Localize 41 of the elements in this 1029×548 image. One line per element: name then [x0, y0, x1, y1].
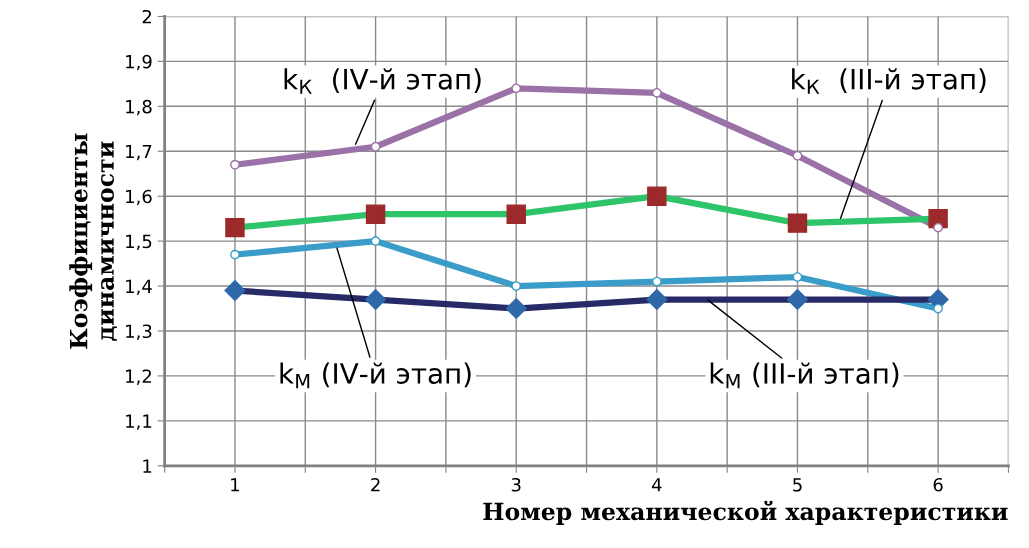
point — [647, 186, 667, 206]
text: k$_{М}$ (IV-й этап) — [280, 362, 471, 389]
y-tick-label: 1,5 — [126, 234, 152, 251]
y-tick-label: 1,2 — [126, 369, 152, 385]
x-tick-label: 2 — [371, 477, 380, 492]
y-tick-label: 1,1 — [126, 414, 152, 430]
point — [370, 141, 381, 152]
x-tick-label: 4 — [651, 478, 662, 492]
series-label: k$_{К}$ (IV-й этап) — [284, 68, 481, 94]
point — [646, 289, 668, 311]
y-tick-label: 1 — [143, 459, 152, 473]
text: k$_{К}$ (III-й этап) — [792, 68, 986, 94]
y-tick-label: 1,7 — [126, 144, 152, 161]
y-tick-label: 2 — [142, 9, 152, 24]
text: k$_{М}$ (III-й этап) — [710, 362, 899, 389]
y-tick-label: 1,4 — [126, 279, 152, 296]
point — [792, 272, 803, 282]
point — [506, 204, 526, 224]
x-tick-label: 5 — [793, 478, 802, 492]
y-tick-label: 1,8 — [126, 99, 152, 116]
point — [787, 213, 808, 233]
y-axis-title: Коэффициенты динамичности — [69, 133, 117, 349]
point — [933, 222, 943, 233]
y-tick-label: 1,3 — [126, 324, 152, 340]
point — [224, 280, 246, 302]
point — [225, 217, 245, 238]
point — [370, 236, 381, 246]
point — [933, 303, 943, 314]
x-axis-title: Номер механической характеристики — [483, 500, 1008, 525]
point — [365, 289, 387, 311]
x-tick-label: 1 — [231, 478, 240, 492]
point — [230, 249, 240, 260]
point — [792, 150, 803, 161]
y-tick-label: 1,6 — [126, 189, 152, 206]
point — [365, 204, 386, 224]
point — [230, 159, 240, 170]
x-tick-label: 6 — [933, 477, 943, 492]
x-tick-label: 3 — [511, 477, 521, 492]
point — [786, 289, 808, 311]
point — [505, 298, 527, 320]
y-tick-label: 1,9 — [126, 54, 152, 71]
